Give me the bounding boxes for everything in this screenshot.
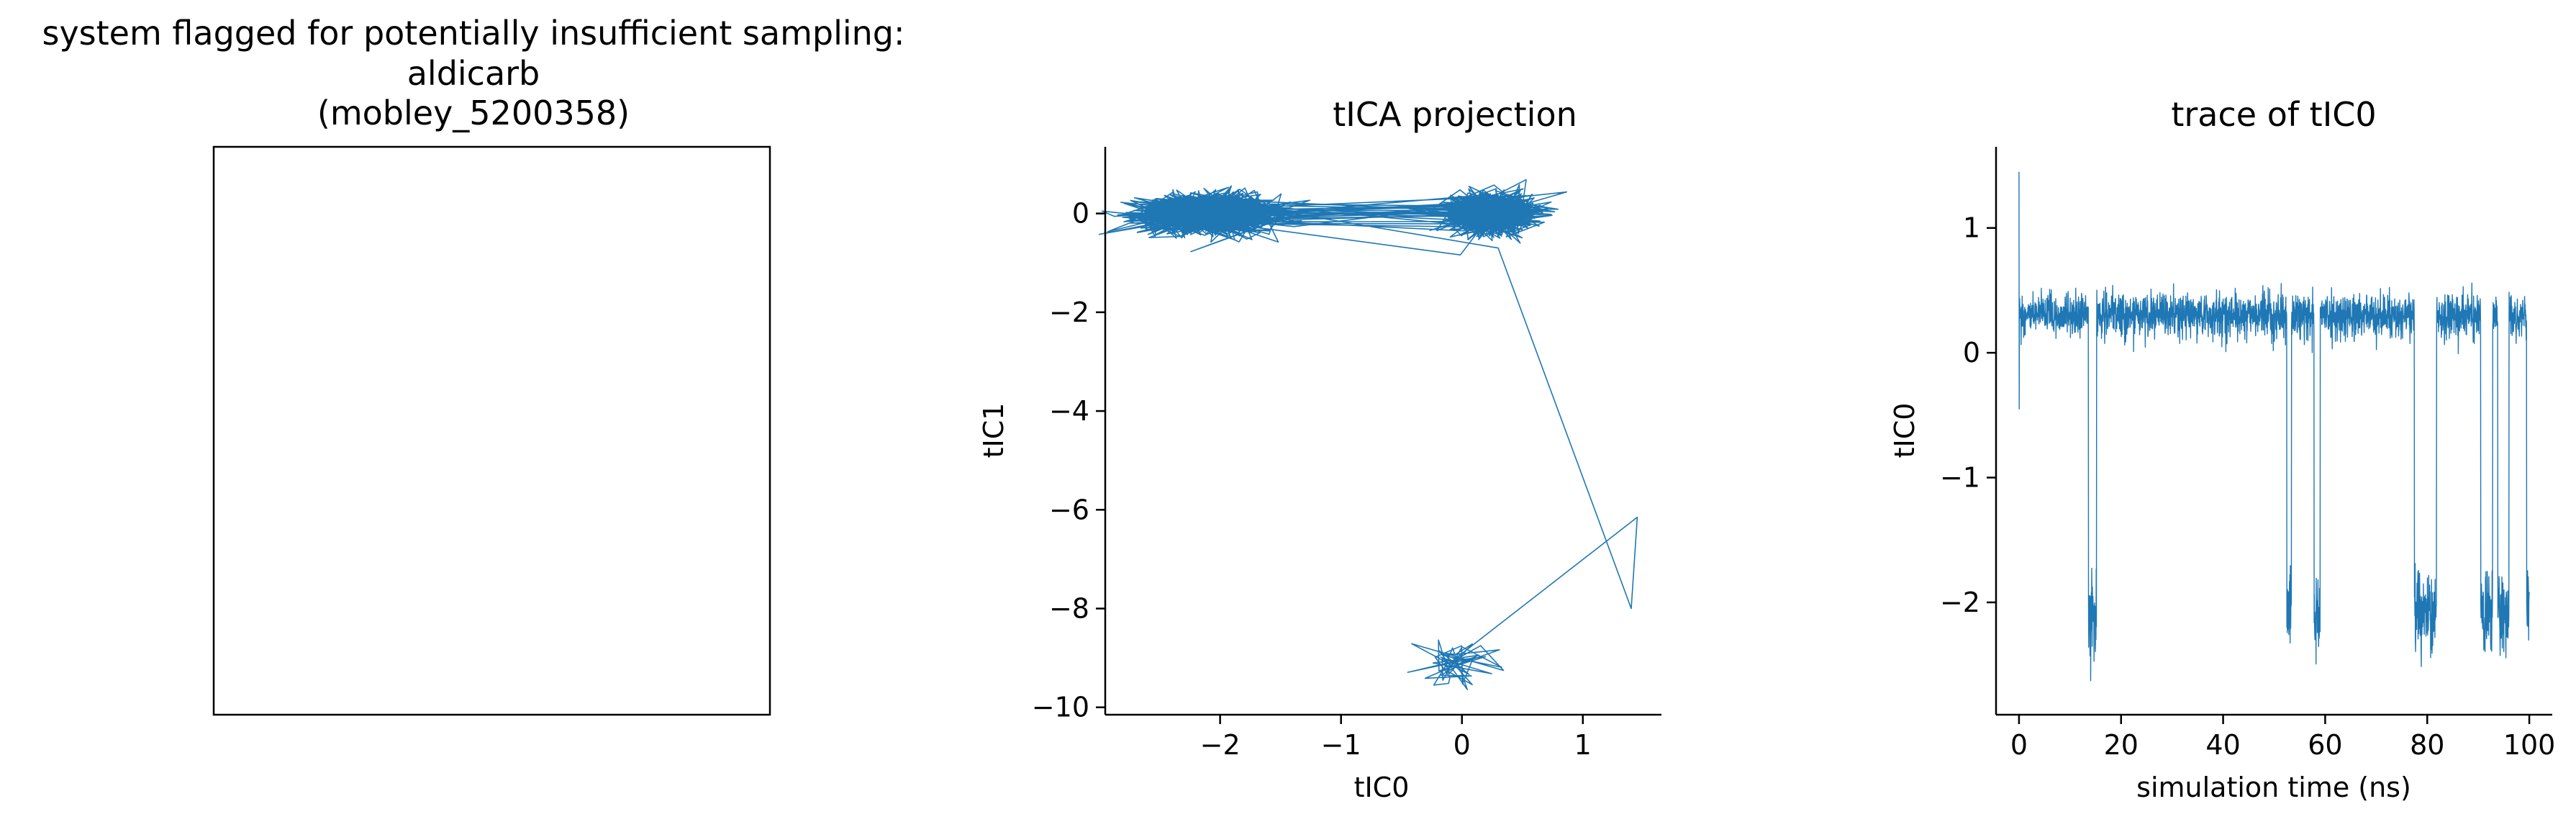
x-ticks: −2 −1 0 1 — [1200, 715, 1592, 761]
chart-title: tICA projection — [1333, 95, 1577, 134]
data-line — [2018, 171, 2530, 682]
panel-tic0-trace: trace of tIC0 0 20 40 60 80 100 1 0 −1 −2 simula… — [1889, 95, 2555, 803]
panel-structure: system flagged for potentially insuffici… — [42, 14, 905, 716]
panel-tica-projection: tICA projection −2 −1 0 1 0−2−4−6−8−10 tIC0… — [978, 95, 1661, 803]
x-tick-label: −1 — [1321, 729, 1361, 761]
x-tick-label: 40 — [2205, 729, 2240, 761]
chart-title: trace of tIC0 — [2171, 95, 2376, 134]
y-tick-label: 0 — [1072, 198, 1089, 230]
y-ticks: 0 −2 −4 −6 −8 −10 — [1032, 198, 1105, 723]
panel1-title-line1: system flagged for potentially insuffici… — [42, 14, 904, 53]
x-tick-label: 0 — [2010, 729, 2028, 761]
x-axis-label: simulation time (ns) — [2136, 772, 2411, 803]
x-tick-label: 80 — [2410, 729, 2444, 761]
panel1-title-line3: (mobley_5200358) — [317, 94, 630, 132]
y-tick-label: −8 — [1049, 592, 1089, 624]
y-tick-label: −1 — [1940, 462, 1980, 494]
y-ticks: 1 0 −1 −2 — [1940, 212, 1996, 618]
tic0-trace-line — [2018, 171, 2530, 682]
y-tick-label: −10 — [1032, 692, 1089, 723]
y-tick-label: −2 — [1940, 587, 1980, 618]
x-ticks: 0 20 40 60 80 100 — [2010, 715, 2556, 761]
y-tick-label: −4 — [1049, 395, 1089, 427]
x-tick-label: −2 — [1200, 729, 1241, 761]
x-tick-label: 60 — [2308, 729, 2342, 761]
x-tick-label: 100 — [2503, 729, 2556, 761]
y-tick-label: −2 — [1049, 297, 1089, 328]
x-tick-label: 0 — [1453, 729, 1471, 761]
y-tick-label: 0 — [1963, 337, 1980, 369]
x-tick-label: 20 — [2104, 729, 2139, 761]
panel1-title-line2: aldicarb — [407, 54, 540, 93]
structure-image-frame — [212, 145, 771, 716]
x-axis-label: tIC0 — [1354, 772, 1410, 803]
y-tick-label: −6 — [1049, 494, 1089, 525]
tica-trajectory-line — [1098, 178, 1638, 690]
x-tick-label: 1 — [1574, 729, 1592, 761]
y-tick-label: 1 — [1963, 212, 1980, 244]
y-axis-label: tIC1 — [978, 403, 1010, 458]
y-axis-label: tIC0 — [1889, 403, 1920, 458]
data-line — [1098, 178, 1638, 690]
